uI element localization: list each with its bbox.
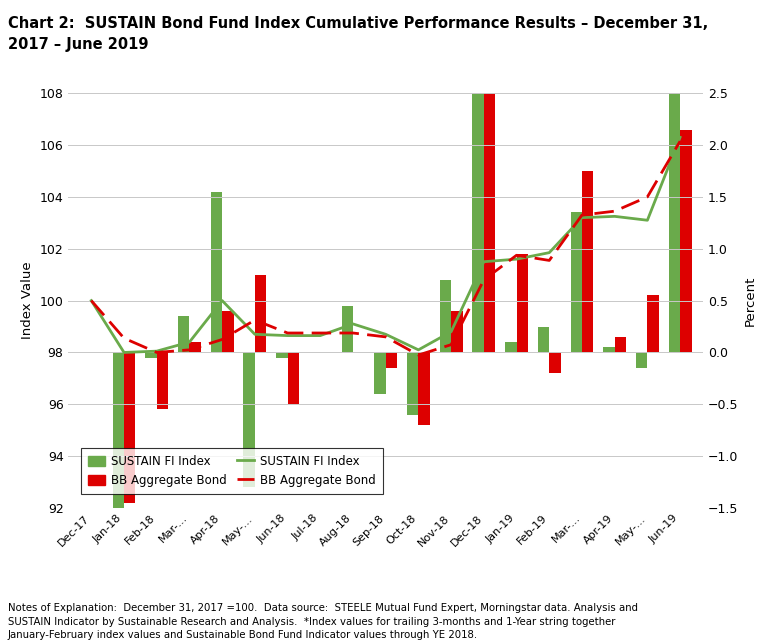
Bar (243, 352, 255, 487)
Bar (473, 73, 484, 352)
Y-axis label: Index Value: Index Value (21, 262, 34, 340)
Bar (582, 171, 594, 352)
Bar (189, 342, 201, 352)
Bar (615, 337, 626, 352)
Bar (680, 129, 692, 352)
Bar (341, 306, 353, 352)
Bar (669, 21, 680, 352)
Bar (145, 352, 157, 358)
Bar (112, 352, 124, 560)
Legend: SUSTAIN FI Index, BB Aggregate Bond, SUSTAIN FI Index, BB Aggregate Bond: SUSTAIN FI Index, BB Aggregate Bond, SUS… (81, 448, 383, 494)
Y-axis label: Percent: Percent (744, 275, 757, 326)
Bar (451, 311, 463, 352)
Bar (255, 275, 266, 352)
Bar (222, 311, 233, 352)
Bar (484, 93, 496, 352)
Bar (124, 352, 135, 503)
Bar (549, 352, 561, 373)
Bar (571, 212, 582, 352)
Bar (648, 295, 659, 352)
Bar (603, 347, 615, 352)
Text: Chart 2:  SUSTAIN Bond Fund Index Cumulative Performance Results – December 31,
: Chart 2: SUSTAIN Bond Fund Index Cumulat… (8, 16, 708, 52)
Bar (517, 254, 528, 352)
Bar (407, 352, 419, 415)
Text: Notes of Explanation:  December 31, 2017 =100.  Data source:  STEELE Mutual Fund: Notes of Explanation: December 31, 2017 … (8, 603, 638, 640)
Bar (157, 352, 168, 410)
Bar (636, 352, 648, 368)
Bar (505, 342, 517, 352)
Bar (419, 352, 430, 425)
Bar (374, 352, 385, 394)
Bar (276, 352, 287, 358)
Bar (440, 280, 451, 352)
Bar (211, 192, 222, 352)
Bar (386, 352, 397, 368)
Bar (287, 352, 299, 404)
Bar (178, 316, 189, 352)
Bar (538, 327, 549, 352)
